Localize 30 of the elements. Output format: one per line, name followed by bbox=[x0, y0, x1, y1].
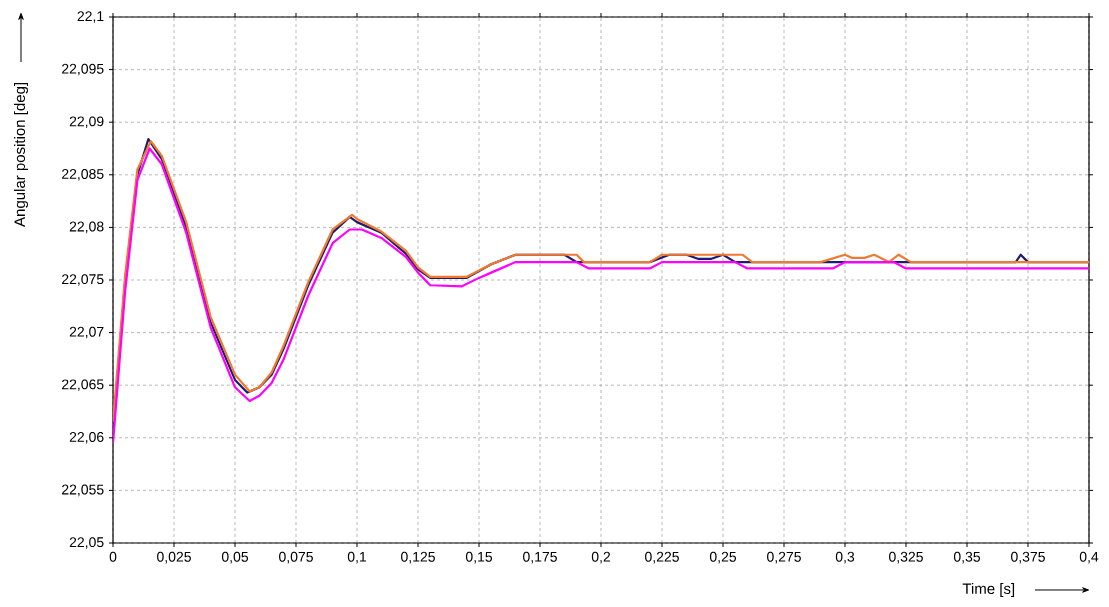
x-tick-label: 0,4 bbox=[1079, 551, 1099, 564]
x-tick-label: 0,375 bbox=[1011, 551, 1045, 564]
x-tick-label: 0,175 bbox=[523, 551, 557, 564]
x-tick-label: 0,25 bbox=[709, 551, 737, 564]
y-axis-title: Angular position [deg] bbox=[14, 82, 28, 227]
x-tick-label: 0,325 bbox=[889, 551, 923, 564]
x-tick-label: 0,1 bbox=[347, 551, 367, 564]
x-tick-label: 0,05 bbox=[221, 551, 249, 564]
y-tick-label: 22,09 bbox=[69, 116, 104, 128]
y-tick-label: 22,05 bbox=[69, 537, 104, 549]
y-tick-label: 22,075 bbox=[62, 274, 104, 286]
y-tick-label: 22,06 bbox=[69, 431, 104, 444]
x-tick-label: 0,2 bbox=[591, 551, 611, 564]
y-tick-label: 22,08 bbox=[69, 221, 104, 234]
x-tick-label: 0,15 bbox=[465, 551, 493, 564]
y-tick-label: 22,1 bbox=[77, 11, 104, 23]
x-tick-label: 0,125 bbox=[401, 551, 435, 564]
x-tick-label: 0,35 bbox=[953, 551, 981, 564]
x-tick-label: 0,075 bbox=[279, 551, 313, 564]
x-axis-title: Time [s] bbox=[962, 582, 1015, 597]
y-tick-label: 22,055 bbox=[62, 484, 104, 497]
x-tick-label: 0 bbox=[109, 551, 117, 562]
y-tick-label: 22,065 bbox=[62, 379, 104, 391]
x-tick-label: 0,275 bbox=[767, 551, 801, 564]
y-tick-label: 22,07 bbox=[69, 326, 104, 339]
x-tick-label: 0,3 bbox=[835, 551, 855, 564]
y-tick-label: 22,095 bbox=[62, 63, 104, 76]
y-tick-label: 22,085 bbox=[62, 169, 104, 181]
x-tick-label: 0,225 bbox=[645, 551, 679, 564]
x-tick-label: 0,025 bbox=[157, 551, 191, 564]
